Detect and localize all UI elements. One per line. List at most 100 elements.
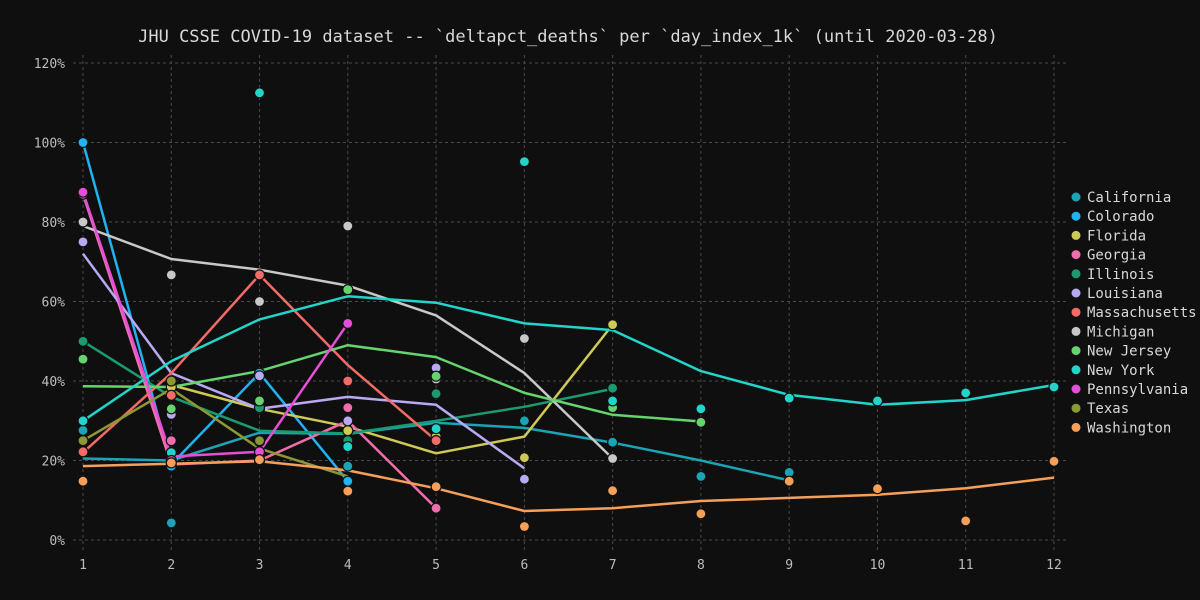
x-tick-label: 8 bbox=[697, 558, 705, 573]
data-point-washington bbox=[518, 520, 531, 533]
data-point-new-jersey bbox=[695, 416, 707, 428]
legend-marker bbox=[1070, 249, 1082, 261]
data-point-california bbox=[165, 517, 177, 529]
data-point-washington bbox=[165, 457, 177, 469]
data-point-new-york bbox=[871, 395, 884, 407]
data-point-georgia bbox=[430, 502, 442, 514]
data-point-new-jersey bbox=[165, 403, 177, 415]
y-tick-label: 60% bbox=[42, 296, 66, 311]
data-point-texas bbox=[77, 435, 89, 447]
data-point-new-york bbox=[695, 403, 707, 415]
data-point-massachusetts bbox=[342, 375, 354, 387]
legend-marker bbox=[1070, 210, 1082, 222]
y-tick-label: 40% bbox=[42, 375, 66, 390]
series-line-new-york bbox=[82, 295, 1055, 422]
legend-label: New York bbox=[1087, 363, 1155, 379]
data-point-washington bbox=[871, 483, 884, 495]
data-point-new-jersey bbox=[342, 284, 354, 296]
legend-marker bbox=[1070, 421, 1082, 433]
data-point-louisiana bbox=[342, 415, 354, 427]
data-point-new-jersey bbox=[430, 370, 442, 382]
series-line-california bbox=[82, 421, 790, 482]
data-point-michigan bbox=[342, 220, 354, 232]
x-tick-label: 11 bbox=[958, 558, 974, 573]
data-point-colorado bbox=[342, 475, 354, 487]
data-point-new-york bbox=[1048, 381, 1060, 393]
series-line-texas bbox=[82, 387, 349, 478]
x-tick-label: 12 bbox=[1046, 558, 1062, 573]
axis-ticks: 1 2 3 4 5 6 7 8 9 10 11 120%20%40%60%80%100%120% bbox=[34, 57, 1062, 573]
data-point-washington bbox=[695, 508, 707, 520]
data-point-washington bbox=[960, 515, 972, 527]
legend-marker bbox=[1070, 229, 1082, 241]
data-point-new-york bbox=[342, 441, 354, 453]
data-point-michigan bbox=[518, 332, 531, 345]
x-tick-label: 10 bbox=[870, 558, 886, 573]
data-point-illinois bbox=[430, 388, 442, 400]
legend-marker bbox=[1070, 383, 1082, 395]
series-line-louisiana bbox=[81, 253, 526, 470]
data-point-florida bbox=[518, 452, 531, 464]
data-point-pennsylvania bbox=[342, 317, 354, 329]
data-point-washington bbox=[606, 485, 619, 497]
x-tick-label: 9 bbox=[785, 558, 793, 573]
data-point-california bbox=[695, 470, 707, 482]
legend-marker bbox=[1070, 345, 1082, 357]
legend-marker bbox=[1070, 191, 1082, 203]
data-point-washington bbox=[342, 485, 354, 497]
y-tick-label: 120% bbox=[34, 57, 65, 72]
y-tick-label: 80% bbox=[42, 216, 66, 231]
y-tick-label: 20% bbox=[42, 455, 66, 470]
data-point-new-york bbox=[430, 423, 442, 435]
data-point-washington bbox=[430, 481, 442, 493]
x-tick-label: 1 bbox=[79, 558, 87, 573]
data-point-massachusetts bbox=[77, 446, 89, 458]
series-points bbox=[77, 87, 1060, 533]
legend-marker bbox=[1070, 287, 1082, 299]
data-point-california bbox=[518, 415, 531, 427]
legend-label: Massachusetts bbox=[1087, 305, 1197, 321]
grid bbox=[73, 55, 1066, 550]
legend-label: Florida bbox=[1087, 228, 1146, 244]
data-point-massachusetts bbox=[253, 269, 266, 281]
data-point-massachusetts bbox=[165, 389, 177, 401]
data-point-michigan bbox=[77, 216, 89, 228]
x-tick-label: 5 bbox=[432, 558, 440, 573]
x-tick-label: 6 bbox=[520, 558, 528, 573]
x-tick-label: 2 bbox=[167, 558, 175, 573]
legend-label: Illinois bbox=[1087, 267, 1154, 283]
data-point-florida bbox=[342, 425, 354, 437]
data-point-louisiana bbox=[253, 370, 266, 382]
data-point-california bbox=[606, 436, 619, 448]
series-line-new-jersey bbox=[82, 343, 701, 423]
data-point-new-york bbox=[518, 156, 531, 168]
x-tick-label: 4 bbox=[344, 558, 352, 573]
series-line-florida bbox=[170, 323, 614, 455]
legend-label: New Jersey bbox=[1087, 344, 1171, 360]
data-point-new-jersey bbox=[253, 395, 266, 407]
data-point-georgia bbox=[165, 435, 177, 447]
x-tick-label: 3 bbox=[256, 558, 264, 573]
legend-marker bbox=[1070, 306, 1082, 318]
data-point-new-york bbox=[960, 387, 972, 399]
data-point-louisiana bbox=[77, 236, 89, 248]
y-tick-label: 0% bbox=[49, 534, 65, 549]
legend-label: Pennsylvania bbox=[1087, 382, 1188, 398]
series-lines bbox=[81, 142, 1055, 513]
data-point-pennsylvania bbox=[77, 186, 89, 198]
data-point-new-york bbox=[253, 87, 266, 99]
data-point-washington bbox=[1048, 455, 1060, 467]
data-point-illinois bbox=[606, 382, 619, 394]
legend-label: Louisiana bbox=[1087, 286, 1163, 302]
legend-label: Texas bbox=[1087, 401, 1129, 417]
legend-marker bbox=[1070, 268, 1082, 280]
legend-label: Washington bbox=[1087, 420, 1171, 436]
data-point-texas bbox=[253, 435, 266, 447]
legend-marker bbox=[1070, 402, 1082, 414]
data-point-georgia bbox=[342, 402, 354, 414]
data-point-massachusetts bbox=[430, 435, 442, 447]
data-point-florida bbox=[606, 319, 619, 331]
data-point-michigan bbox=[165, 269, 177, 281]
x-tick-label: 7 bbox=[609, 558, 617, 573]
